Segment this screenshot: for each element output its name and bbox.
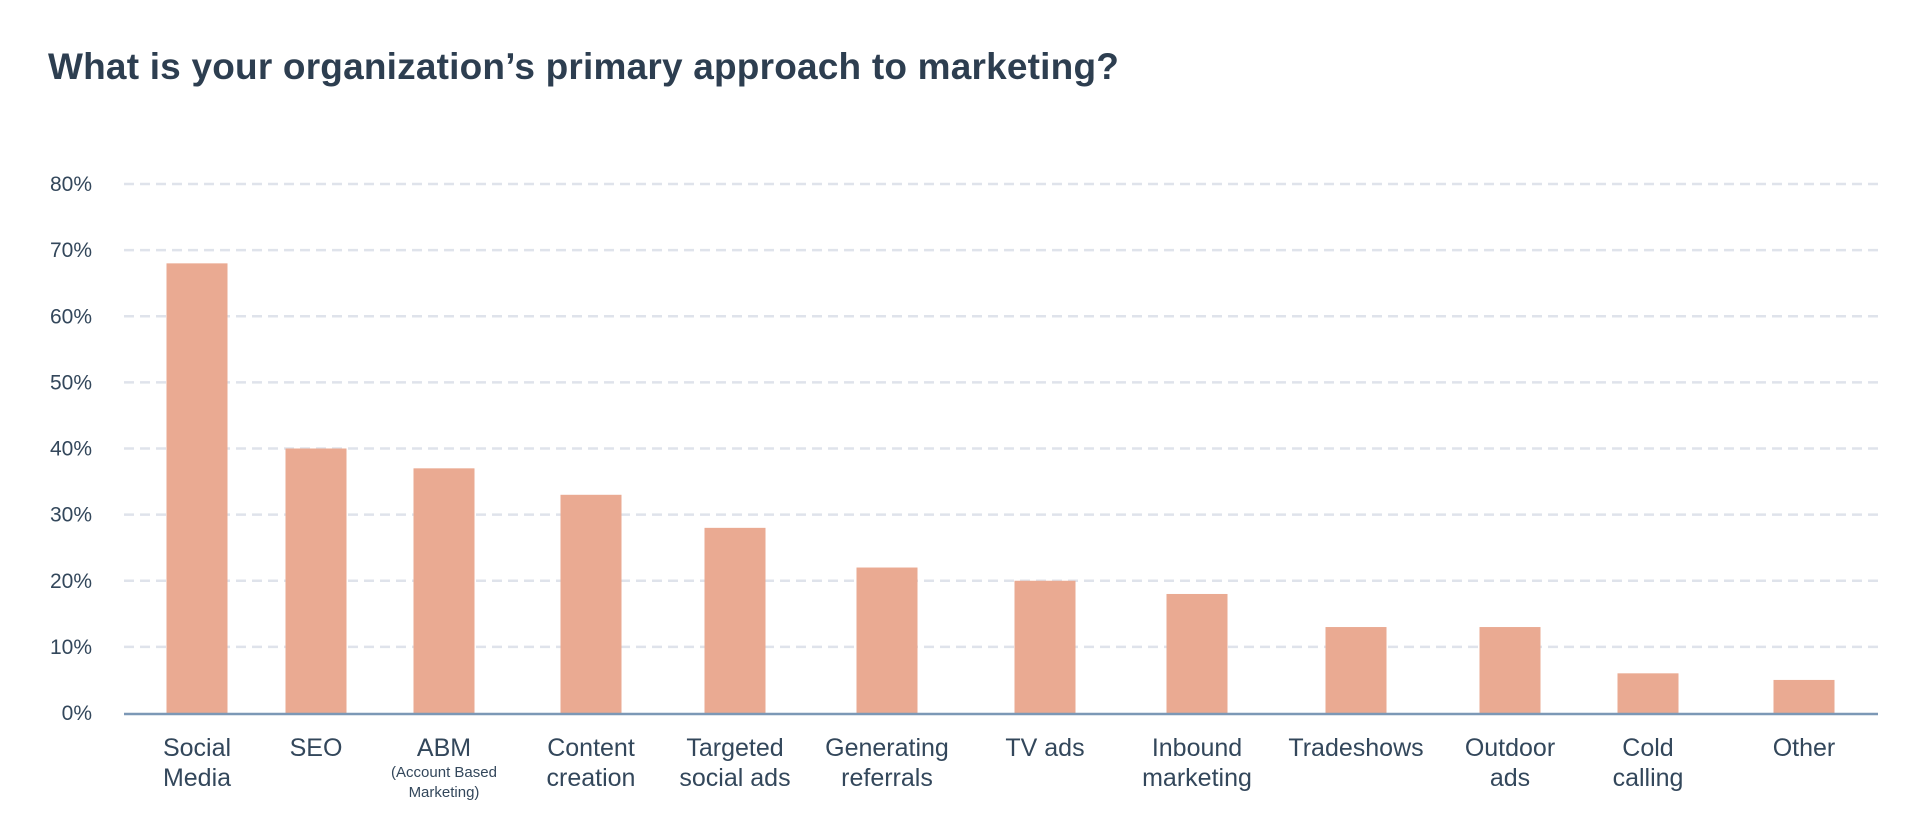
bar [560,494,622,713]
bar [1479,627,1541,713]
y-axis-ticks: 0% 10% 20% 30% 40% 50% 60% 70% 80% [50,173,92,725]
x-tick-label: Cold [1622,734,1673,762]
bar [1325,627,1387,713]
bar [856,567,918,713]
bar [1773,679,1835,713]
x-tick-label: Content [547,734,635,762]
x-tick-label: creation [547,764,636,792]
x-tick-label: SEO [290,734,343,762]
x-tick-label: Social [163,734,231,762]
x-tick-label: Inbound [1152,734,1242,762]
x-tick-label: Generating [825,734,949,762]
y-tick-label: 80% [50,173,92,196]
x-tick-label: TV ads [1005,734,1084,762]
y-tick-label: 40% [50,438,92,461]
x-tick-label: ads [1490,764,1530,792]
x-tick-label: Other [1773,734,1836,762]
x-tick-label: social ads [679,764,790,792]
y-tick-label: 50% [50,371,92,394]
y-tick-label: 60% [50,305,92,328]
x-tick-label: Tradeshows [1288,734,1423,762]
y-tick-label: 0% [62,702,92,725]
bar [1617,673,1679,713]
x-tick-sublabel: Marketing) [409,784,480,801]
y-tick-label: 70% [50,239,92,262]
chart-title: What is your organization’s primary appr… [48,46,1120,87]
x-tick-label: Media [163,764,231,792]
x-tick-label: calling [1613,764,1684,792]
y-tick-label: 30% [50,504,92,527]
x-tick-label: Targeted [686,734,783,762]
x-tick-label: ABM [417,734,471,762]
x-tick-label: Outdoor [1465,734,1555,762]
gridlines [124,182,1878,649]
bar [1014,580,1076,713]
x-tick-label: marketing [1142,764,1252,792]
x-tick-label: referrals [841,764,933,792]
bar [704,527,766,713]
bar [413,468,475,713]
bars [166,263,1835,713]
y-tick-label: 10% [50,636,92,659]
bar [1166,593,1228,713]
y-tick-label: 20% [50,570,92,593]
x-tick-sublabel: (Account Based [391,764,497,781]
bar [285,448,347,713]
bar [166,263,228,713]
